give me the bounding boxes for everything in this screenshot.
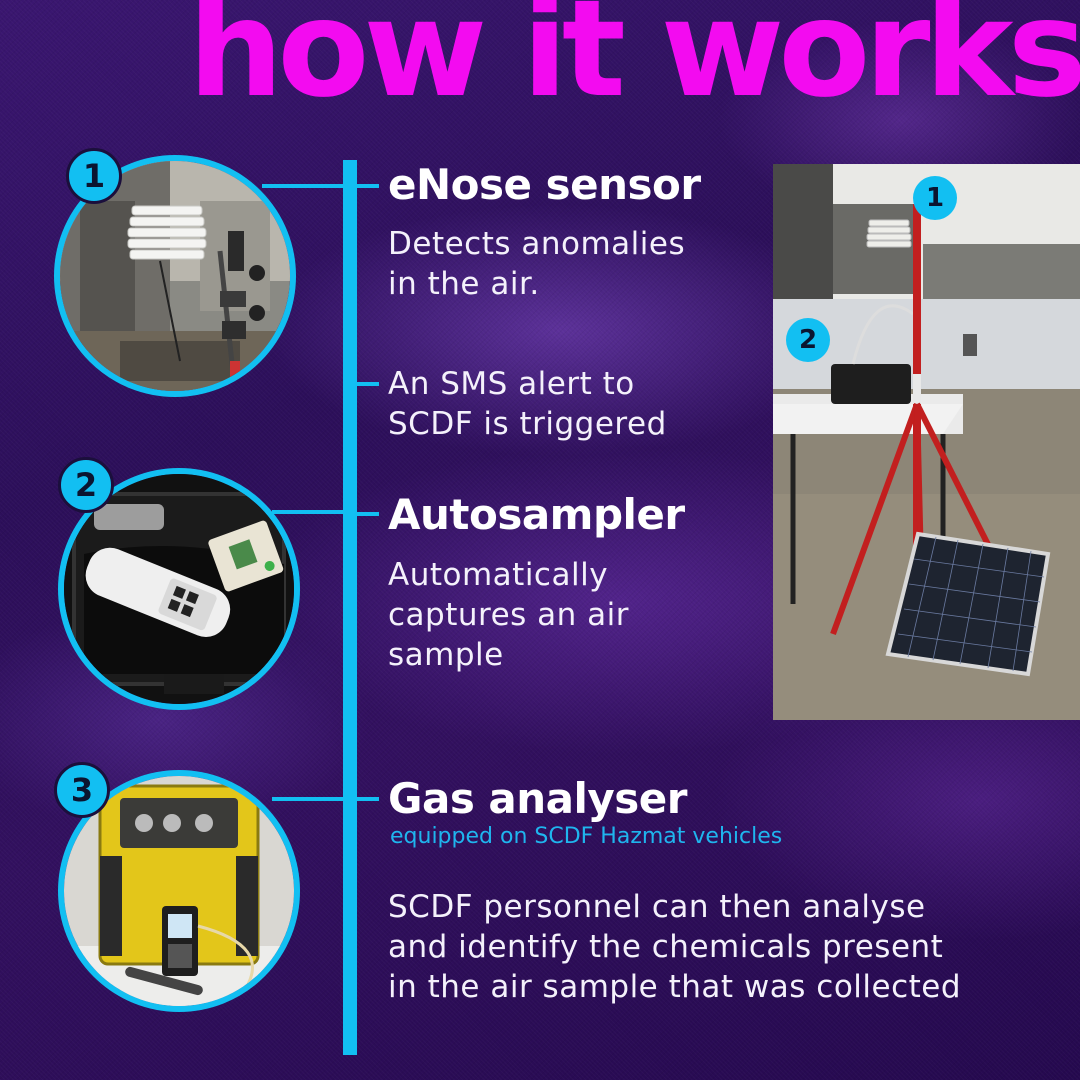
connector-1 <box>262 184 348 188</box>
timeline-tick-3 <box>357 797 379 801</box>
step-heading-enose-sensor: eNose sensor <box>388 160 701 209</box>
gas-analyser-photo <box>58 770 300 1012</box>
autosampler-case-photo <box>58 468 300 710</box>
timeline-tick-1 <box>357 184 379 188</box>
step-number-badge-3: 3 <box>54 762 110 818</box>
connector-3 <box>272 797 348 801</box>
step-number-badge-2: 2 <box>58 457 114 513</box>
step-text-line: in the air sample that was collected <box>388 969 962 1005</box>
step-text-line: captures an air <box>388 597 630 633</box>
step-text-line: in the air. <box>388 266 540 302</box>
page-title: how it works <box>188 0 1080 127</box>
step-heading-autosampler: Autosampler <box>388 490 685 539</box>
step-heading-gas-analyser: Gas analyser <box>388 774 688 823</box>
rooftop-setup-photo: 1 2 <box>773 164 1080 720</box>
step-text-line: Detects anomalies <box>388 226 686 262</box>
step-number-badge-1: 1 <box>66 148 122 204</box>
timeline-line <box>343 160 357 1055</box>
timeline-tick-sms <box>357 382 379 386</box>
step-text-line: SCDF personnel can then analyse <box>388 889 926 925</box>
connector-2 <box>272 510 348 514</box>
sms-alert-text-line: SCDF is triggered <box>388 406 667 442</box>
timeline-tick-2 <box>357 512 379 516</box>
photo-label-1: 1 <box>913 176 957 220</box>
step-text-line: sample <box>388 637 504 673</box>
step-text-line: Automatically <box>388 557 609 593</box>
photo-label-2: 2 <box>786 318 830 362</box>
sms-alert-text-line: An SMS alert to <box>388 366 635 402</box>
step-subheading: equipped on SCDF Hazmat vehicles <box>390 824 783 849</box>
step-text-line: and identify the chemicals present <box>388 929 944 965</box>
